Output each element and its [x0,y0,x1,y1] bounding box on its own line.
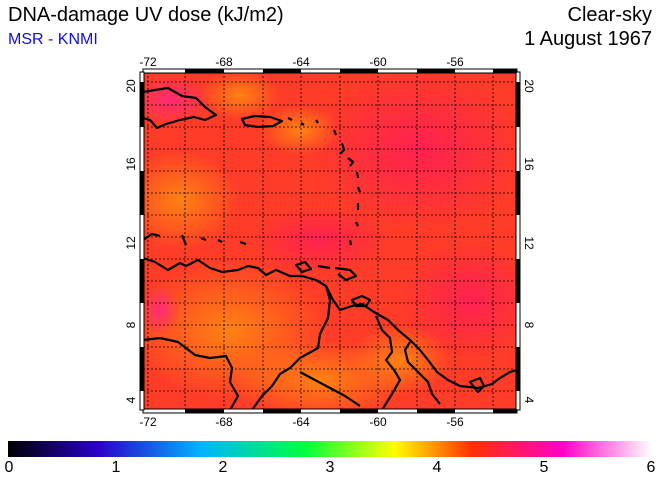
aruba-curacao-bonaire [180,234,247,246]
puerto-rico-coast [240,114,284,129]
colombia-venezuela-border [143,336,240,410]
map-title: DNA-damage UV dose (kJ/m2) [8,4,284,26]
marajo [468,376,486,394]
lat-label-left: 12 [124,236,138,250]
lon-label-bottom: -68 [215,415,233,429]
frame-scale-bars [139,68,521,414]
lon-label-top: -56 [446,55,464,69]
colorbar [8,441,652,457]
source-label: MSR - KNMI [8,31,98,48]
lon-label-top: -68 [215,55,233,69]
south-america-coast [143,232,517,390]
lat-label-left: 20 [124,79,138,93]
colorbar-label: 6 [646,459,656,476]
colorbar-label: 5 [539,459,549,476]
lat-label-right: 8 [522,322,536,329]
lon-label-bottom: -60 [369,415,387,429]
lon-label-bottom: -56 [446,415,464,429]
lon-label-bottom: -72 [139,415,157,429]
lat-label-left: 8 [124,321,138,328]
lesser-antilles [287,117,362,246]
date-label: 1 August 1967 [524,28,652,50]
uv-field [143,72,517,410]
graticule [143,72,517,410]
lat-label-left: 4 [124,396,138,403]
lon-label-bottom: -64 [292,415,310,429]
suriname-french-guiana [403,341,441,405]
sky-condition-label: Clear-sky [567,4,652,26]
lat-label-right: 4 [522,397,536,404]
coastlines [143,86,517,410]
colorbar-label: 4 [432,459,442,476]
colorbar-label: 2 [218,459,228,476]
lat-label-right: 16 [522,157,536,171]
lon-label-top: -72 [139,55,157,69]
lat-label-right: 20 [522,79,536,93]
colorbar-label: 3 [325,459,335,476]
trinidad [350,294,372,308]
margarita-islands [294,260,358,282]
venezuela-guyana-border [251,285,332,410]
lat-label-right: 12 [522,236,536,250]
brazil-border [299,371,361,407]
lon-label-top: -64 [292,55,310,69]
hispaniola-coast [143,86,218,130]
colorbar-label: 0 [4,459,14,476]
lon-label-top: -60 [369,55,387,69]
lat-label-left: 16 [124,157,138,171]
guyana-suriname-border [374,315,402,410]
colorbar-label: 1 [111,459,121,476]
